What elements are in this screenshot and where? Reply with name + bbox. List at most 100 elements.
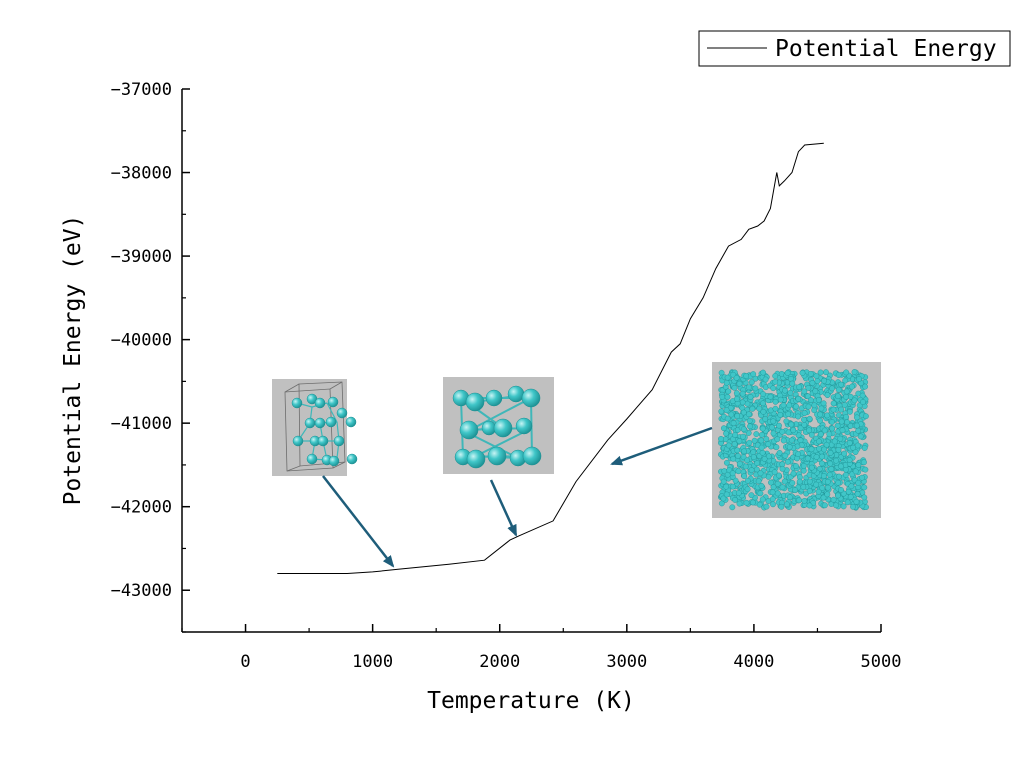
atom [862, 383, 868, 390]
atom [745, 430, 752, 436]
annotation-arrow-2 [489, 479, 518, 537]
atom [736, 500, 743, 507]
atom [759, 425, 766, 432]
atom [843, 414, 849, 420]
atom [821, 473, 827, 479]
x-tick-label: 5000 [861, 652, 902, 672]
atom [729, 483, 736, 490]
atom [797, 437, 804, 444]
atom [801, 497, 808, 504]
atom [801, 388, 808, 395]
atom [796, 497, 802, 504]
atom [772, 378, 779, 385]
atom [829, 385, 835, 392]
atom [854, 490, 861, 497]
atom [774, 490, 781, 497]
atom [767, 393, 774, 400]
atom [817, 369, 824, 376]
atom [853, 422, 860, 429]
atom [750, 499, 756, 506]
atom [748, 379, 755, 386]
atom [778, 503, 785, 510]
atom [724, 459, 730, 466]
atom [863, 413, 869, 420]
atom [843, 471, 849, 478]
series-line-potential-energy [277, 142, 824, 574]
atom [787, 389, 794, 396]
atom [325, 416, 337, 428]
atom [763, 435, 770, 442]
atom [806, 502, 813, 509]
atom [771, 469, 778, 476]
atom [786, 444, 793, 450]
atom [821, 427, 828, 434]
atom [797, 425, 804, 431]
atom [812, 388, 819, 395]
atom [819, 460, 825, 467]
atom [740, 409, 747, 416]
atom [740, 426, 747, 433]
atom [824, 412, 830, 419]
atom [328, 455, 340, 467]
atom [843, 369, 850, 376]
atom [800, 462, 807, 469]
atom [852, 449, 859, 455]
atom [841, 402, 848, 408]
atom [848, 483, 855, 490]
inset-structure-2 [443, 377, 554, 474]
atom [465, 392, 485, 412]
atom [789, 480, 796, 486]
atom [796, 478, 803, 485]
atom [741, 473, 748, 479]
atom [776, 422, 782, 429]
atom [765, 441, 772, 447]
atom [291, 397, 303, 409]
atom [854, 414, 860, 421]
atom [806, 415, 813, 422]
atom [823, 369, 829, 376]
atom [731, 384, 738, 391]
atom [838, 406, 844, 413]
atom [507, 385, 525, 403]
atom [818, 405, 825, 412]
atom [729, 470, 736, 477]
atom [829, 425, 836, 432]
atom [817, 411, 823, 418]
atom [304, 417, 316, 429]
atom [823, 441, 830, 448]
atom [720, 478, 727, 485]
inset-structure-1 [272, 379, 358, 476]
atom [735, 490, 742, 496]
atom [772, 373, 779, 379]
atom [739, 399, 746, 406]
atom [819, 453, 825, 460]
atom [789, 380, 796, 387]
y-tick-label: −38000 [111, 164, 172, 184]
atom [855, 427, 862, 434]
atom [759, 496, 766, 503]
y-tick-label: −39000 [111, 247, 172, 267]
atom [838, 486, 844, 493]
legend: Potential Energy [698, 30, 1011, 67]
atom [522, 446, 542, 466]
atom [768, 479, 774, 486]
atom [845, 488, 852, 495]
atom [857, 433, 864, 440]
atom [459, 420, 479, 440]
atom [746, 411, 752, 418]
atom [776, 449, 783, 456]
atom [723, 407, 730, 414]
atom [744, 457, 750, 464]
atom [758, 482, 765, 489]
atom [788, 421, 795, 428]
atom [842, 377, 849, 384]
atom [860, 399, 866, 405]
atom [730, 455, 737, 462]
atom [760, 391, 766, 397]
atom [774, 436, 781, 443]
atom [746, 384, 752, 391]
atom [827, 460, 834, 467]
atom [801, 410, 808, 416]
atom [808, 431, 815, 438]
atom [790, 427, 797, 434]
